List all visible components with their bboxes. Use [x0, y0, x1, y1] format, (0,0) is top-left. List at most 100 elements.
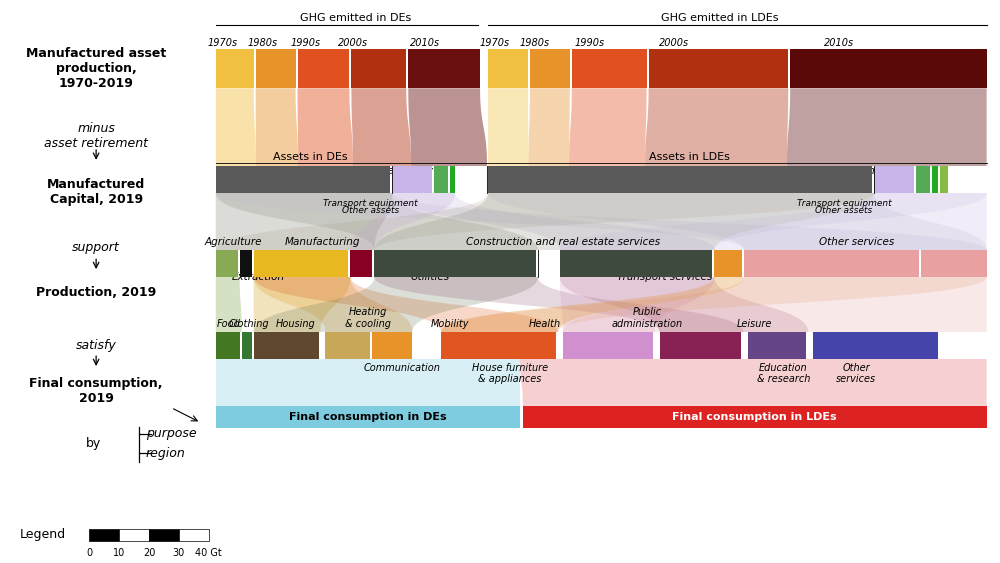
Text: Utilities: Utilities — [411, 271, 450, 282]
Text: Public
administration: Public administration — [612, 307, 683, 329]
Text: Structures: Structures — [244, 166, 298, 176]
Text: Transport equipment: Transport equipment — [797, 199, 891, 208]
Bar — [457, 166, 487, 193]
Bar — [649, 49, 788, 88]
Text: purpose: purpose — [146, 427, 197, 440]
Bar — [216, 406, 520, 428]
Bar — [940, 332, 987, 359]
Text: minus
asset retirement: minus asset retirement — [44, 122, 148, 150]
Bar — [441, 332, 556, 359]
Polygon shape — [254, 277, 558, 332]
Text: Health: Health — [529, 319, 561, 329]
Text: Extraction: Extraction — [232, 271, 285, 282]
Text: GHG emitted in LDEs: GHG emitted in LDEs — [661, 13, 778, 23]
Text: Heating
& cooling: Heating & cooling — [345, 307, 391, 329]
Bar — [149, 529, 179, 541]
Bar — [408, 49, 480, 88]
Bar — [240, 250, 252, 277]
Polygon shape — [488, 193, 987, 250]
Bar — [932, 166, 938, 193]
Bar — [714, 250, 742, 277]
Bar — [374, 250, 536, 277]
Polygon shape — [351, 88, 411, 166]
Text: Mobility: Mobility — [431, 319, 469, 329]
Bar — [119, 529, 149, 541]
Bar — [560, 250, 712, 277]
Bar — [538, 250, 558, 277]
Polygon shape — [254, 277, 350, 332]
Bar — [254, 250, 348, 277]
Bar — [216, 166, 390, 193]
Text: 0: 0 — [86, 548, 92, 557]
Text: GHG emitted in DEs: GHG emitted in DEs — [300, 13, 411, 23]
Polygon shape — [256, 88, 298, 166]
Bar — [351, 49, 406, 88]
Bar — [813, 332, 938, 359]
Text: 1990s: 1990s — [575, 38, 605, 48]
Text: 2010s: 2010s — [410, 38, 440, 48]
Bar — [790, 49, 987, 88]
Text: Communication: Communication — [364, 363, 441, 373]
Bar — [558, 332, 561, 359]
Text: 1970s: 1970s — [208, 38, 238, 48]
Text: Production, 2019: Production, 2019 — [36, 286, 156, 299]
Polygon shape — [216, 193, 987, 250]
Polygon shape — [216, 277, 242, 332]
Polygon shape — [298, 88, 353, 166]
Text: 30: 30 — [173, 548, 185, 557]
Bar — [808, 332, 811, 359]
Bar — [940, 166, 948, 193]
Text: region: region — [146, 447, 186, 460]
Text: Assets in LDEs: Assets in LDEs — [649, 151, 730, 162]
Polygon shape — [560, 277, 714, 332]
Text: Machinery: Machinery — [848, 166, 902, 176]
Text: Leisure: Leisure — [737, 319, 772, 329]
Text: Manufactured
Capital, 2019: Manufactured Capital, 2019 — [47, 178, 145, 206]
Text: Other assets: Other assets — [815, 206, 873, 215]
Text: Machinery: Machinery — [379, 166, 433, 176]
Polygon shape — [787, 88, 987, 166]
Polygon shape — [216, 193, 392, 250]
Text: Final consumption in LDEs: Final consumption in LDEs — [672, 412, 837, 422]
Polygon shape — [488, 88, 529, 166]
Polygon shape — [254, 277, 412, 332]
Bar — [434, 166, 448, 193]
Bar — [372, 332, 412, 359]
Polygon shape — [350, 193, 455, 250]
Bar — [216, 49, 254, 88]
Bar — [325, 332, 370, 359]
Bar — [950, 166, 987, 193]
Text: 2000s: 2000s — [659, 38, 690, 48]
Text: by: by — [86, 437, 101, 450]
Text: Housing: Housing — [276, 319, 315, 329]
Bar — [488, 49, 528, 88]
Bar — [298, 49, 349, 88]
Bar — [655, 332, 658, 359]
Polygon shape — [216, 193, 538, 250]
Bar — [530, 49, 570, 88]
Polygon shape — [560, 277, 808, 332]
Polygon shape — [560, 193, 987, 250]
Text: 20: 20 — [143, 548, 155, 557]
Text: 10: 10 — [113, 548, 125, 557]
Bar — [392, 166, 432, 193]
Polygon shape — [408, 88, 487, 166]
Bar — [320, 332, 323, 359]
Text: 2000s: 2000s — [338, 38, 368, 48]
Text: Other
services: Other services — [836, 363, 876, 385]
Text: 2010s: 2010s — [824, 38, 854, 48]
Bar — [179, 529, 209, 541]
Bar — [916, 166, 930, 193]
Text: Final consumption in DEs: Final consumption in DEs — [289, 412, 447, 422]
Bar — [450, 166, 455, 193]
Text: Other services: Other services — [819, 237, 895, 247]
Bar — [89, 529, 119, 541]
Text: House furniture
& appliances: House furniture & appliances — [472, 363, 548, 385]
Bar — [488, 166, 872, 193]
Bar — [748, 332, 806, 359]
Bar — [254, 332, 319, 359]
Polygon shape — [441, 277, 987, 332]
Polygon shape — [216, 193, 874, 250]
Bar — [350, 250, 372, 277]
Polygon shape — [374, 193, 874, 250]
